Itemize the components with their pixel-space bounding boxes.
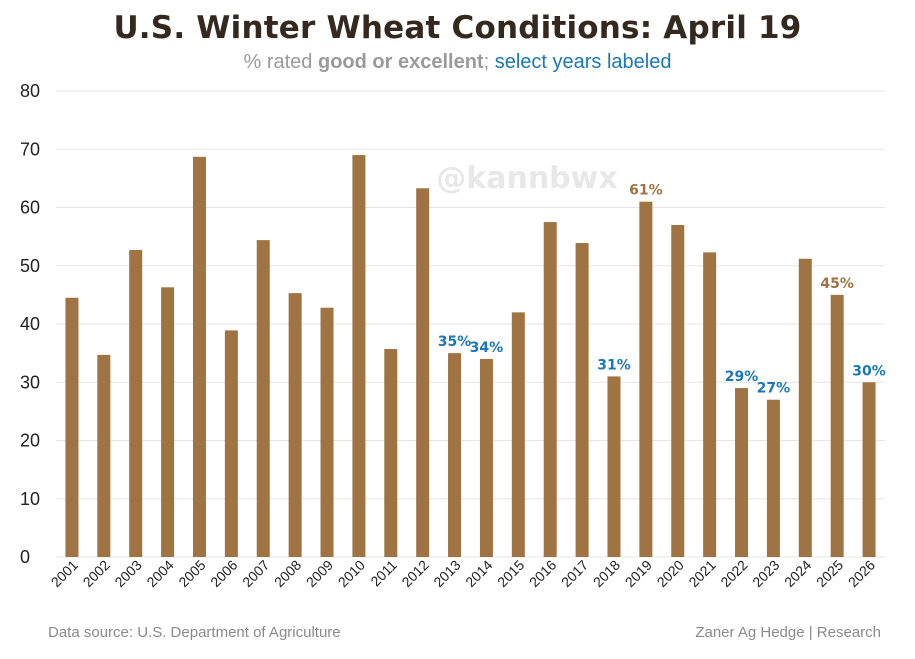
- subtitle-bold: good or excellent: [317, 51, 484, 73]
- x-tick-label: 2005: [175, 557, 208, 590]
- x-tick-label: 2002: [80, 557, 113, 590]
- bar-2020: [671, 224, 685, 557]
- x-tick-label: 2003: [111, 557, 144, 590]
- y-tick-label: 40: [20, 314, 40, 334]
- x-tick-label: 2018: [590, 557, 623, 590]
- y-tick-label: 20: [20, 431, 40, 451]
- bar-2021: [703, 252, 717, 558]
- x-tick-label: 2001: [48, 557, 81, 590]
- y-tick-label: 70: [20, 139, 40, 159]
- x-tick-label: 2011: [367, 557, 400, 590]
- data-label-2026: 30%: [852, 363, 886, 379]
- bar-2008: [288, 293, 302, 557]
- y-tick-label: 80: [20, 81, 40, 101]
- x-tick-label: 2023: [749, 557, 782, 590]
- x-tick-label: 2006: [207, 557, 240, 590]
- x-tick-label: 2016: [526, 557, 559, 590]
- credit-note: Zaner Ag Hedge | Research: [695, 624, 881, 641]
- x-tick-label: 2010: [335, 557, 368, 590]
- x-tick-label: 2007: [239, 557, 272, 590]
- bar-2015: [511, 312, 525, 557]
- bar-2007: [256, 240, 270, 557]
- data-label-2023: 27%: [757, 381, 791, 397]
- bar-2011: [384, 349, 398, 557]
- bar-2026: [862, 382, 876, 557]
- x-tick-label: 2019: [622, 557, 655, 590]
- bar-2024: [798, 258, 812, 557]
- bar-2009: [320, 307, 334, 557]
- x-tick-label: 2014: [462, 557, 495, 590]
- x-tick-label: 2024: [781, 557, 814, 590]
- bar-2002: [97, 354, 111, 557]
- watermark: @kannbwx: [436, 161, 617, 196]
- x-tick-label: 2017: [558, 557, 591, 590]
- data-label-2014: 34%: [470, 340, 504, 356]
- data-label-2013: 35%: [438, 334, 472, 350]
- subtitle-separator: ;: [483, 51, 495, 73]
- x-tick-label: 2021: [685, 557, 718, 590]
- chart-title: U.S. Winter Wheat Conditions: April 19: [113, 10, 802, 46]
- bar-2023: [766, 399, 780, 557]
- chart-subtitle: % rated good or excellent; select years …: [0, 51, 915, 74]
- bar-2013: [448, 353, 462, 557]
- y-tick-label: 10: [20, 489, 40, 509]
- x-tick-label: 2013: [430, 557, 463, 590]
- subtitle-prefix: % rated: [243, 51, 318, 73]
- bar-2005: [192, 156, 206, 557]
- x-tick-label: 2012: [398, 557, 431, 590]
- bar-2016: [543, 222, 557, 557]
- bar-2010: [352, 155, 366, 557]
- data-source-note: Data source: U.S. Department of Agricult…: [48, 624, 341, 641]
- data-label-2025: 45%: [820, 276, 854, 292]
- bar-2017: [575, 243, 589, 557]
- x-tick-label: 2026: [845, 557, 878, 590]
- x-tick-label: 2008: [271, 557, 304, 590]
- x-tick-label: 2009: [303, 557, 336, 590]
- subtitle-highlight: select years labeled: [494, 51, 672, 73]
- bar-2018: [607, 376, 621, 557]
- x-tick-label: 2020: [654, 557, 687, 590]
- bar-2019: [639, 201, 653, 558]
- x-tick-label: 2004: [143, 557, 176, 590]
- bar-2022: [735, 388, 749, 557]
- y-tick-label: 0: [20, 547, 30, 567]
- bar-2004: [161, 287, 175, 557]
- data-label-2019: 61%: [629, 183, 663, 199]
- y-tick-label: 30: [20, 372, 40, 392]
- x-tick-label: 2015: [494, 557, 527, 590]
- bar-2003: [129, 250, 143, 557]
- bar-2006: [224, 330, 238, 557]
- data-label-2022: 29%: [725, 369, 759, 385]
- bar-2001: [65, 297, 79, 557]
- bar-2014: [479, 358, 493, 557]
- data-label-2018: 31%: [597, 357, 631, 373]
- y-tick-label: 60: [20, 198, 40, 218]
- y-tick-label: 50: [20, 256, 40, 276]
- bar-2012: [416, 188, 430, 557]
- x-tick-label: 2025: [813, 557, 846, 590]
- bar-2025: [830, 294, 844, 557]
- x-tick-label: 2022: [717, 557, 750, 590]
